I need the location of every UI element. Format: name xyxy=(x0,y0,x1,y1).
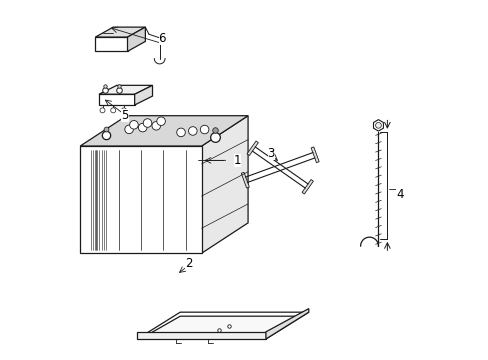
Text: 3: 3 xyxy=(267,147,274,160)
Text: 5: 5 xyxy=(121,109,128,122)
Circle shape xyxy=(100,108,105,113)
Polygon shape xyxy=(80,146,201,253)
Circle shape xyxy=(375,122,381,128)
Text: 1: 1 xyxy=(233,154,241,167)
Polygon shape xyxy=(241,172,249,188)
Polygon shape xyxy=(310,147,319,163)
Text: 6: 6 xyxy=(158,32,166,45)
Circle shape xyxy=(157,117,165,126)
Polygon shape xyxy=(95,37,127,51)
Polygon shape xyxy=(127,27,145,51)
Polygon shape xyxy=(246,141,258,156)
Polygon shape xyxy=(99,94,134,105)
Polygon shape xyxy=(95,27,145,37)
Circle shape xyxy=(152,122,160,130)
Polygon shape xyxy=(143,316,295,337)
Circle shape xyxy=(121,108,126,113)
Circle shape xyxy=(110,108,116,113)
Circle shape xyxy=(124,125,133,134)
Circle shape xyxy=(143,119,151,127)
Text: 4: 4 xyxy=(395,188,403,201)
Circle shape xyxy=(188,127,197,135)
Polygon shape xyxy=(373,120,383,131)
Circle shape xyxy=(129,121,138,129)
Text: 2: 2 xyxy=(185,257,192,270)
Polygon shape xyxy=(137,332,265,339)
Polygon shape xyxy=(302,180,313,194)
Polygon shape xyxy=(201,116,247,253)
Polygon shape xyxy=(80,116,247,146)
Polygon shape xyxy=(134,85,152,105)
Polygon shape xyxy=(99,85,152,94)
Polygon shape xyxy=(137,312,308,339)
Circle shape xyxy=(200,125,208,134)
Circle shape xyxy=(138,123,147,132)
Polygon shape xyxy=(265,309,308,339)
Circle shape xyxy=(176,128,185,137)
